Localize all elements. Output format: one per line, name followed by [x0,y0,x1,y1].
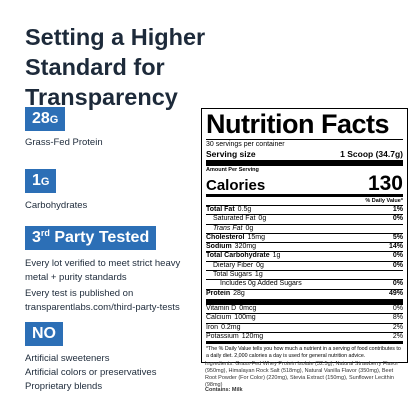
badge: 28G [25,107,66,131]
serving-size-label: Serving size [206,149,256,159]
badge: NO [25,322,63,346]
nutrient-row: Iron 0.2mg 2% [206,322,403,332]
title: Setting a Higher Standard for Transparen… [25,24,206,110]
divider [206,139,403,140]
badge-value: 3 [32,229,41,246]
nutrient-amount: 100mg [234,314,256,322]
calories-label: Calories [206,177,266,194]
divider [206,298,403,305]
nutrient-name: Protein [206,289,231,297]
feature-text: Artificial colors or preservatives [25,367,157,378]
calories: Calories 130 [206,172,403,195]
footnote: *The % Daily Value tells you how much a … [206,346,401,359]
nutrient-name: Calcium [206,314,232,322]
nutrition-label: Nutrition Facts 30 servings per containe… [201,108,408,364]
nutrient-amount: 0g [256,261,264,269]
nutrient-amount: 0mcg [239,304,257,312]
badge-unit: G [49,114,59,126]
nutrient-amount: 15mg [247,233,266,241]
nutrient-name: Total Fat [206,206,235,213]
nutrient-dv: 0% [392,280,403,288]
nutrient-amount: 320mg [234,243,257,251]
calories-value: 130 [367,172,403,195]
nutrient-dv: 8% [392,314,403,322]
nutrient-name: Iron [206,323,219,331]
badge-unit: G [40,176,50,188]
feature-text: Every test is published on transparentla… [25,288,180,313]
nutrient-row: Sodium 320mg 14% [206,242,403,251]
nutrient-amount: 0.5g [237,206,252,213]
nutrient-row: Total Carbohydrate 1g 0% [206,251,403,260]
divider [206,194,403,197]
nutrient-amount: 120mg [241,332,264,340]
nutrient-dv: 2% [392,332,403,340]
nutrient-amount: 0g [258,215,267,223]
feature-text: Grass-Fed Protein [25,137,103,148]
nutrient-dv: 14% [388,243,403,251]
nutrient-name: Sodium [206,243,232,251]
nutrient-name: Trans Fat [213,224,243,232]
nutrient-dv: 0% [392,252,403,260]
nutrient-amount: 0.2mg [221,323,241,331]
nutrient-row: Calcium 100mg 8% [206,313,403,322]
contains: Contains: Milk [205,387,243,393]
nutrient-row: Saturated Fat 0g 0% [206,214,403,223]
nutrient-amount: 1g [272,252,281,260]
nutrient-name: Dietary Fiber [213,261,254,269]
nutrient-row: Trans Fat 0g [206,223,403,233]
nutrient-amount: 0g [245,224,254,232]
serving-size: Serving size 1 Scoop (34.7g) [206,149,403,159]
nutrient-name: Includes 0g Added Sugars [220,280,302,288]
divider [206,160,403,166]
nutrient-row: Potassium 120mg 2% [206,331,403,341]
nutrient-row: Vitamin D 0mcg 0% [206,305,403,313]
nutrient-row: Includes 0g Added Sugars 0% [206,279,403,288]
nutrient-name: Vitamin D [206,304,237,312]
divider [206,341,403,345]
feature-text: Proprietary blends [25,381,103,392]
badge: 3rd Party Tested [25,226,157,250]
label-title: Nutrition Facts [206,109,390,139]
nutrient-dv: 5% [392,233,403,241]
nutrient-name: Total Carbohydrate [206,252,270,260]
badge-value: 1 [32,172,41,189]
nutrient-row: Protein 28g 49% [206,288,403,298]
nutrient-name: Potassium [206,332,239,340]
nutrient-amount: 28g [233,289,245,297]
badge-value: 28 [32,110,50,127]
amount-per-serving: Amount Per Serving [206,167,259,173]
feature-text: Carbohydrates [25,200,88,211]
nutrient-name: Saturated Fat [213,215,256,223]
nutrient-row: Total Fat 0.5g 1% [206,205,403,214]
serving-size-value: 1 Scoop (34.7g) [340,149,403,159]
nutrient-dv: 0% [392,261,403,269]
feature-text: Every lot verified to meet strict heavy … [25,258,181,283]
badge-text: Party Tested [54,229,150,246]
nutrient-name: Cholesterol [206,233,245,241]
nutrient-row: Total Sugars 1g [206,270,403,279]
nutrient-dv: 2% [392,323,403,331]
dv-header: % Daily Value* [365,198,403,204]
nutrient-dv: 49% [388,289,403,297]
nutrient-dv: 0% [392,215,403,223]
servings: 30 servings per container [206,141,285,148]
nutrient-amount: 1g [254,271,263,279]
badge-value: NO [32,325,56,342]
nutrient-name: Total Sugars [213,271,252,279]
feature-text: Artificial sweeteners [25,353,110,364]
nutrient-dv: 0% [392,304,403,312]
nutrient-row: Cholesterol 15mg 5% [206,232,403,242]
badge: 1G [25,169,57,193]
badge-sup: rd [40,228,50,238]
nutrient-row: Dietary Fiber 0g 0% [206,260,403,270]
nutrient-dv: 1% [392,206,403,213]
ingredients: Ingredients: Grass-Fed Whey Protein Isol… [205,361,399,388]
